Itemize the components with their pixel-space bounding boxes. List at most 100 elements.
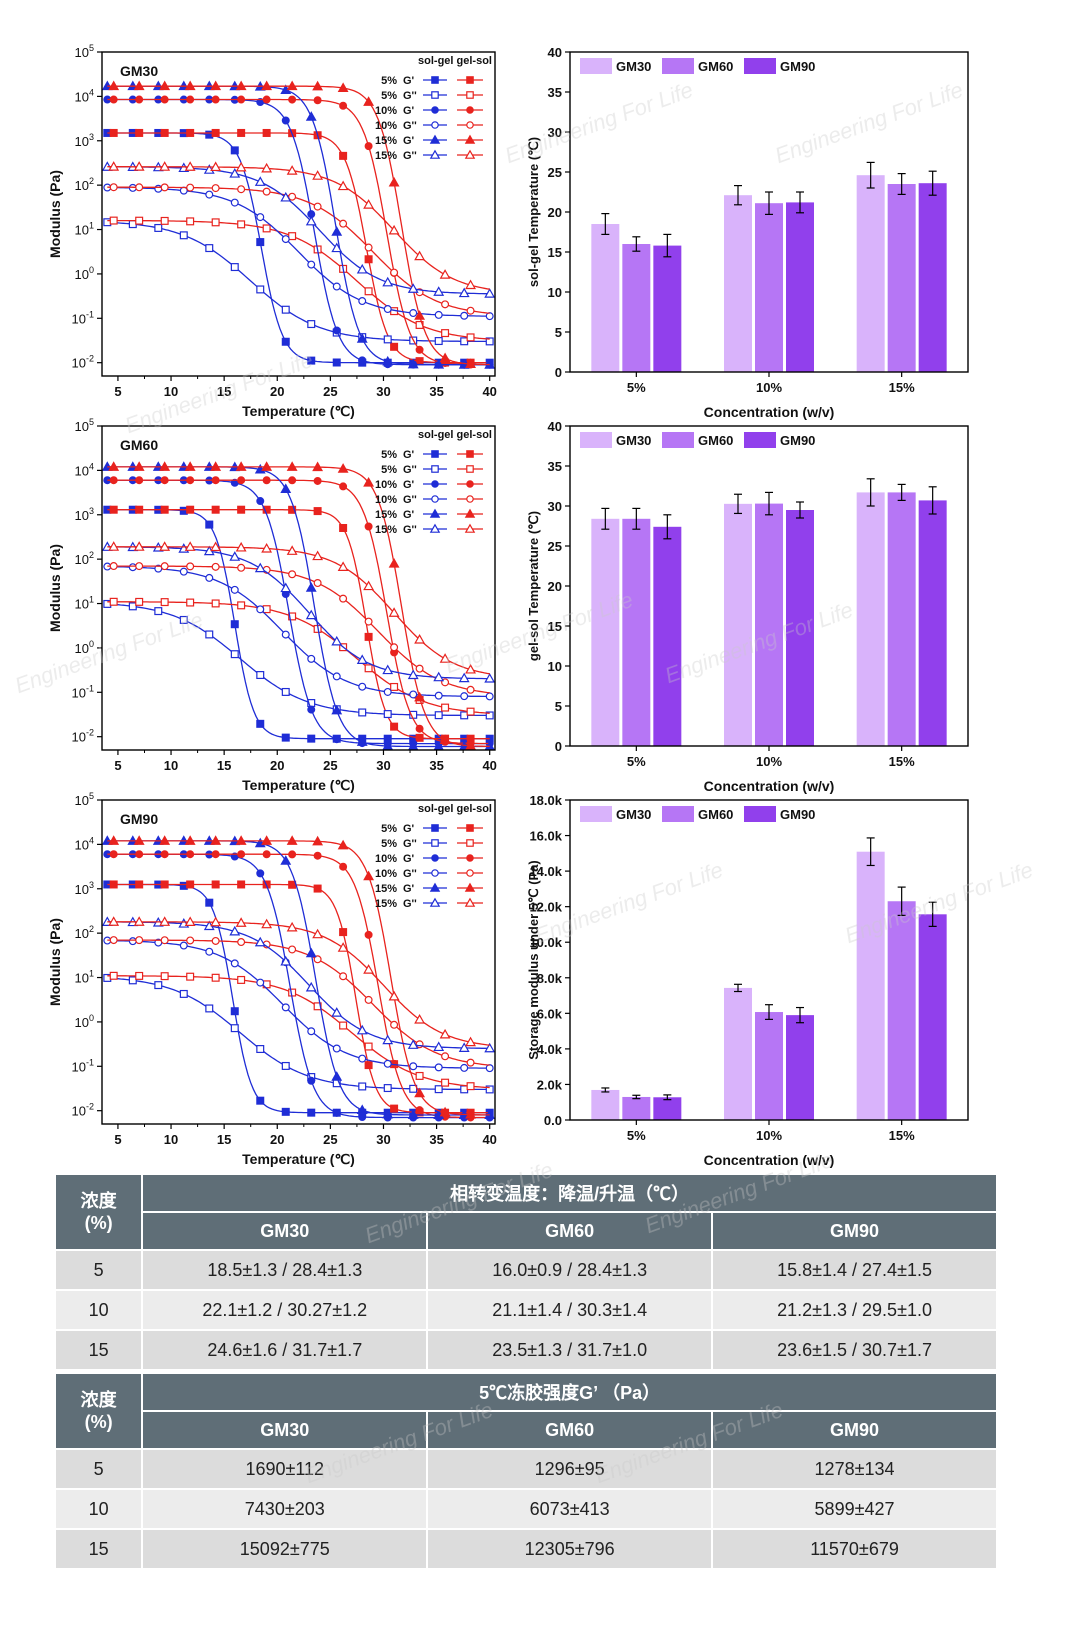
square-marker bbox=[339, 523, 348, 532]
triangle-marker bbox=[484, 288, 496, 298]
value-cell: 5899±427 bbox=[711, 1488, 998, 1530]
circle-marker bbox=[415, 724, 424, 733]
legend-label: GM90 bbox=[780, 59, 815, 74]
x-tick-label: 35 bbox=[429, 1132, 443, 1147]
y-tick-label: 102 bbox=[75, 176, 94, 193]
triangle-marker bbox=[184, 916, 196, 927]
circle-marker bbox=[288, 476, 297, 485]
y-tick-label: 105 bbox=[75, 791, 94, 808]
square-marker bbox=[466, 91, 474, 99]
series-line bbox=[107, 921, 490, 1046]
y-tick-label: 4.0k bbox=[537, 1042, 563, 1057]
circle-marker bbox=[109, 936, 118, 945]
x-tick-label: 5% bbox=[627, 754, 646, 769]
square-marker bbox=[186, 598, 195, 607]
triangle-marker bbox=[465, 663, 476, 674]
circle-marker bbox=[434, 1063, 443, 1072]
circle-marker bbox=[160, 95, 169, 104]
square-marker bbox=[390, 722, 399, 731]
square-marker bbox=[135, 505, 144, 514]
circle-marker bbox=[186, 850, 195, 859]
column-header-gm90: GM90 bbox=[711, 1211, 998, 1251]
x-tick-label: 15% bbox=[889, 754, 915, 769]
bar bbox=[887, 184, 916, 372]
square-marker bbox=[415, 733, 424, 742]
triangle-marker bbox=[414, 633, 426, 644]
legend-mod: G' bbox=[403, 135, 415, 147]
circle-marker bbox=[431, 854, 439, 862]
triangle-marker bbox=[280, 855, 292, 865]
value-cell: 22.1±1.2 / 30.27±1.2 bbox=[141, 1289, 429, 1331]
triangle-marker bbox=[382, 276, 394, 287]
triangle-marker bbox=[254, 562, 266, 573]
square-marker bbox=[281, 687, 290, 696]
legend-mod: G' bbox=[403, 853, 415, 865]
circle-marker bbox=[288, 95, 297, 104]
legend-conc: 5% bbox=[381, 75, 397, 87]
triangle-marker bbox=[363, 477, 375, 487]
legend-conc: 10% bbox=[375, 105, 397, 117]
square-marker bbox=[358, 1082, 367, 1091]
circle-marker bbox=[230, 959, 239, 968]
bar bbox=[755, 1012, 783, 1120]
square-marker bbox=[307, 356, 316, 365]
circle-marker bbox=[237, 95, 246, 104]
triangle-marker bbox=[159, 916, 171, 926]
triangle-marker bbox=[305, 609, 317, 620]
circle-marker bbox=[186, 476, 195, 485]
circle-marker bbox=[415, 345, 424, 354]
legend-conc: 5% bbox=[381, 823, 397, 835]
circle-marker bbox=[211, 184, 220, 193]
triangle-marker bbox=[286, 461, 298, 471]
legend-header: sol-gel gel-sol bbox=[418, 429, 492, 441]
legend-swatch bbox=[580, 806, 612, 822]
triangle-marker bbox=[337, 180, 349, 191]
triangle-marker bbox=[108, 461, 120, 471]
square-marker bbox=[415, 1071, 424, 1080]
bar bbox=[591, 1089, 620, 1120]
triangle-marker bbox=[235, 80, 247, 91]
legend-conc: 15% bbox=[375, 150, 397, 162]
triangle-marker bbox=[433, 1041, 445, 1052]
triangle-marker bbox=[133, 835, 145, 845]
square-marker bbox=[160, 505, 169, 514]
triangle-marker bbox=[433, 671, 445, 682]
circle-marker bbox=[466, 495, 474, 503]
legend-conc: 5% bbox=[381, 838, 397, 850]
circle-marker bbox=[135, 936, 144, 945]
table-corner-header: 浓度 (%) bbox=[53, 1372, 144, 1450]
square-marker bbox=[307, 320, 316, 329]
legend-label: GM90 bbox=[780, 433, 815, 448]
x-tick-label: 15% bbox=[889, 380, 915, 395]
triangle-marker bbox=[388, 176, 400, 187]
triangle-marker bbox=[280, 955, 292, 966]
square-marker bbox=[186, 880, 195, 889]
triangle-marker bbox=[229, 168, 241, 178]
circle-marker bbox=[256, 605, 265, 614]
triangle-marker bbox=[133, 916, 145, 926]
circle-marker bbox=[109, 850, 118, 859]
triangle-marker bbox=[159, 541, 171, 551]
circle-marker bbox=[358, 1054, 367, 1063]
bar bbox=[622, 518, 651, 746]
square-marker bbox=[160, 880, 169, 889]
circle-marker bbox=[466, 854, 474, 862]
square-marker bbox=[383, 710, 392, 719]
square-marker bbox=[230, 146, 239, 155]
circle-marker bbox=[160, 850, 169, 859]
triangle-marker bbox=[464, 882, 476, 892]
circle-marker bbox=[313, 579, 322, 588]
triangle-marker bbox=[331, 242, 343, 253]
x-tick-label: 25 bbox=[323, 384, 337, 399]
y-tick-label: 0 bbox=[555, 365, 562, 380]
triangle-marker bbox=[439, 734, 451, 744]
square-marker bbox=[390, 342, 399, 351]
bar bbox=[622, 244, 651, 372]
legend-mod: G' bbox=[403, 823, 415, 835]
square-marker bbox=[135, 597, 144, 606]
y-tick-label: 25 bbox=[548, 165, 562, 180]
y-tick-label: 0 bbox=[555, 739, 562, 754]
circle-marker bbox=[237, 938, 246, 947]
triangle-marker bbox=[305, 215, 317, 226]
square-marker bbox=[288, 612, 297, 621]
